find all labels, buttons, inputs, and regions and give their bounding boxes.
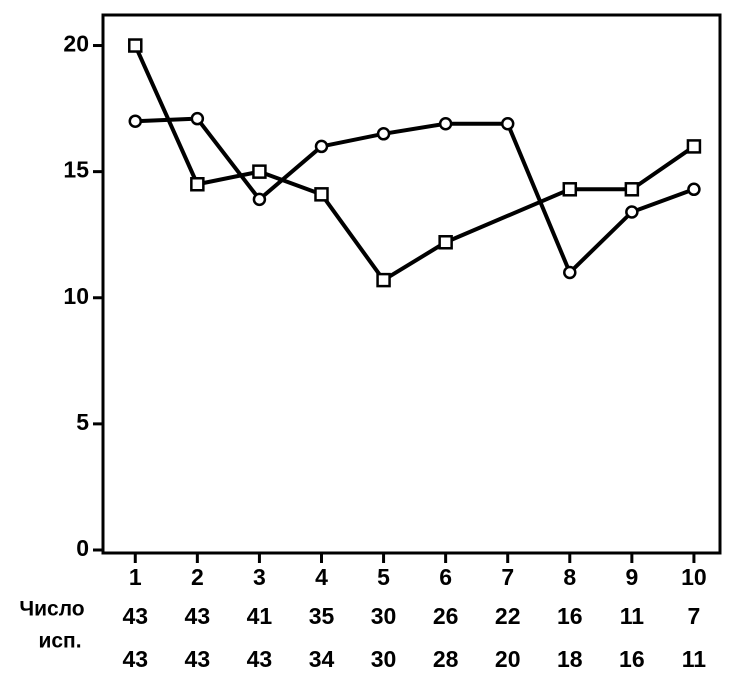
marker [624, 182, 640, 197]
series-line [135, 116, 695, 275]
marker [562, 182, 578, 197]
marker [376, 127, 391, 141]
table-cell: 34 [309, 646, 335, 672]
marker [128, 38, 143, 53]
table-cell: 30 [371, 603, 397, 629]
x-tick-label: 3 [253, 564, 266, 590]
table-cell: 43 [185, 603, 211, 629]
marker [314, 139, 329, 154]
x-tick-label: 6 [439, 564, 452, 590]
marker [190, 177, 205, 192]
table-cell: 16 [557, 603, 583, 629]
y-tick-label: 10 [63, 283, 89, 309]
marker [438, 235, 453, 250]
table-cell: 18 [557, 646, 583, 672]
series-line [133, 44, 696, 283]
marker [190, 111, 205, 126]
marker [563, 265, 577, 280]
table-cell: 30 [371, 646, 397, 672]
y-tick-label: 15 [63, 157, 89, 183]
table-cell: 16 [619, 646, 645, 672]
table-cell: 11 [620, 603, 645, 629]
table-cell: 28 [433, 646, 459, 672]
x-tick-label: 9 [625, 564, 638, 590]
marker [252, 192, 267, 207]
y-tick-label: 20 [63, 31, 89, 57]
table-cell: 43 [122, 603, 148, 629]
marker [438, 116, 453, 131]
x-tick-label: 7 [501, 564, 514, 590]
marker [500, 116, 515, 131]
plot-frame [101, 13, 722, 555]
table-cell: 26 [433, 603, 459, 629]
table-cell: 43 [185, 646, 211, 672]
x-tick-label: 10 [681, 564, 707, 590]
table-cell: 43 [122, 646, 148, 672]
table-cell: 7 [688, 603, 701, 629]
marker [686, 139, 702, 154]
table-cell: 35 [309, 603, 335, 629]
y-tick-label: 5 [76, 409, 89, 435]
marker [314, 187, 329, 202]
marker [376, 272, 391, 288]
table-label: исп. [38, 630, 81, 653]
x-tick-label: 5 [377, 564, 390, 590]
table-cell: 41 [247, 603, 273, 629]
table-label: Число [19, 598, 84, 621]
marker [625, 205, 639, 219]
table-cell: 22 [495, 603, 521, 629]
x-tick-label: 4 [315, 564, 328, 590]
marker [252, 164, 267, 179]
marker [687, 182, 701, 197]
x-tick-label: 2 [191, 564, 204, 590]
table-cell: 43 [247, 646, 273, 672]
table-cell: 11 [682, 646, 707, 672]
x-tick-label: 8 [563, 564, 576, 590]
y-tick-label: 0 [76, 535, 89, 561]
marker [128, 114, 143, 128]
table-cell: 20 [495, 646, 521, 672]
x-tick-label: 1 [129, 564, 142, 590]
